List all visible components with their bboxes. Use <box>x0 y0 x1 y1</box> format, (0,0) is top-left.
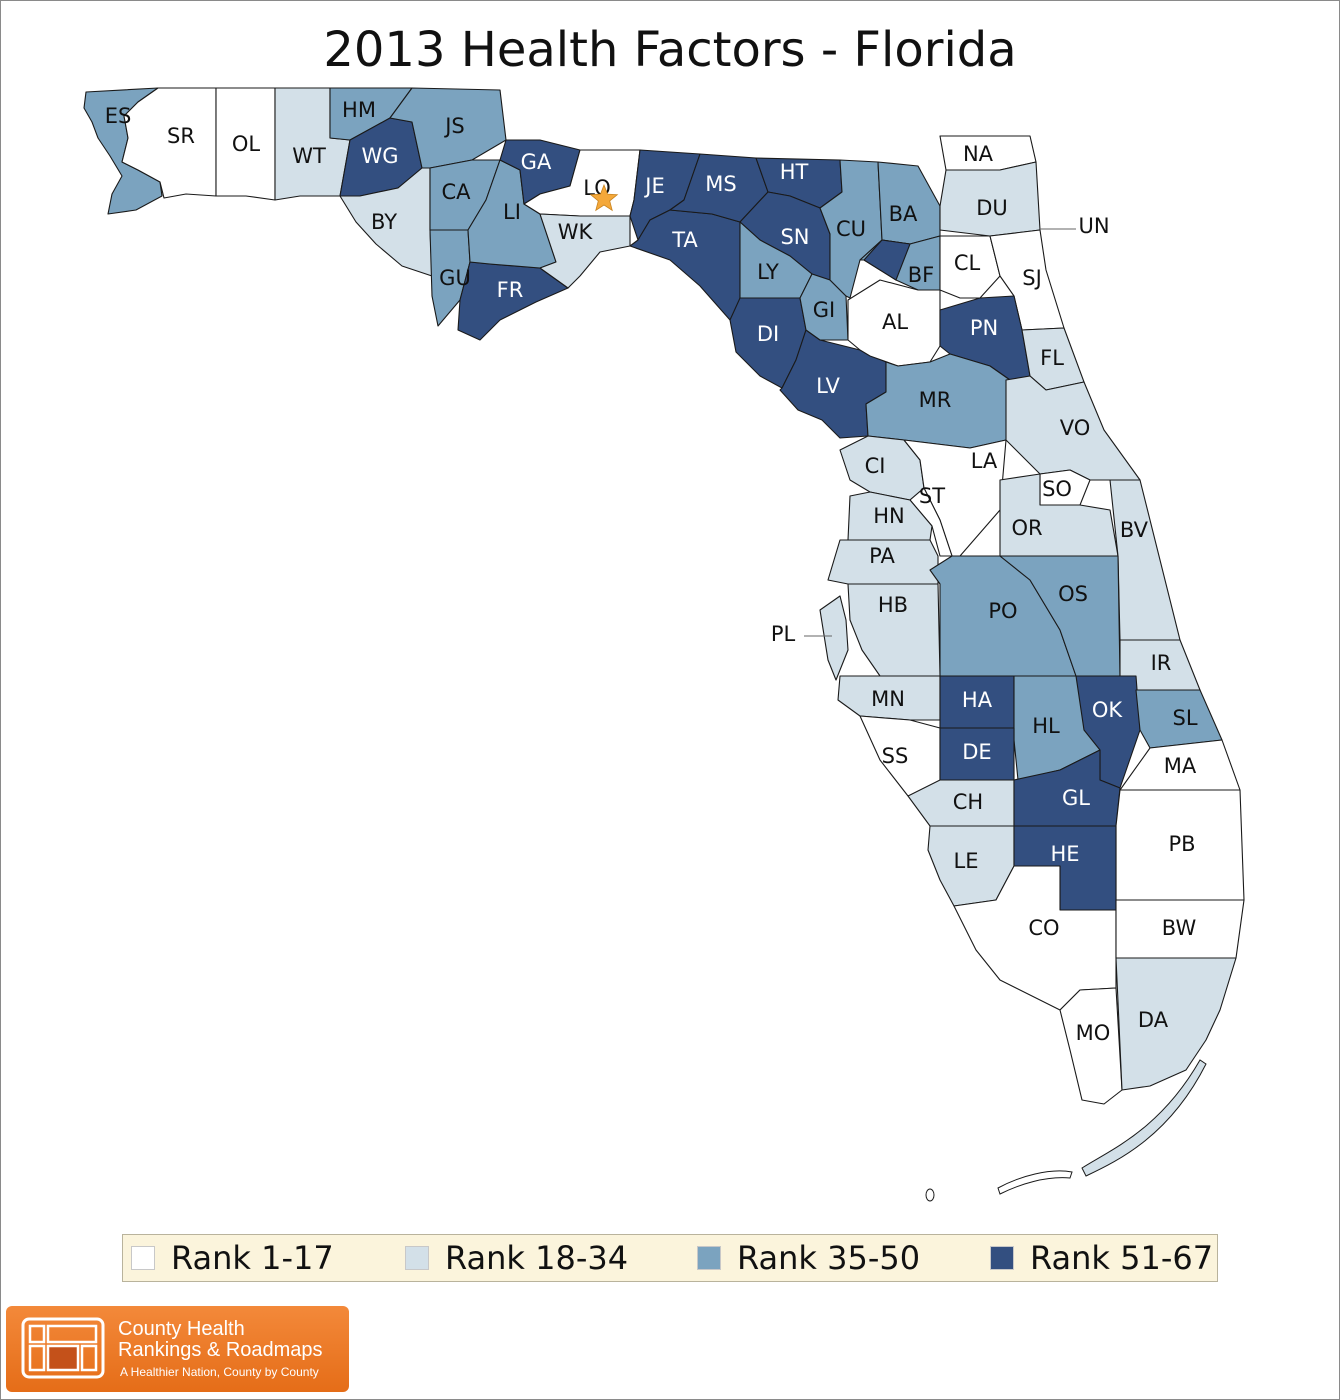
legend-item-rank-51-67: Rank 51-67 <box>990 1239 1214 1277</box>
county-health-rankings-logo[interactable]: County Health Rankings & Roadmaps A Heal… <box>6 1306 349 1392</box>
county-label-ok: OK <box>1092 698 1124 722</box>
county-label-sn: SN <box>780 225 809 249</box>
lower-keys-shape <box>997 1170 1073 1195</box>
county-label-ht: HT <box>780 160 809 184</box>
county-ta[interactable] <box>629 209 741 321</box>
logo-tagline: A Healthier Nation, County by County <box>120 1365 319 1379</box>
legend-label-rank-35-50: Rank 35-50 <box>737 1239 921 1277</box>
county-label-da: DA <box>1138 1008 1169 1032</box>
county-label-un: UN <box>1078 214 1109 238</box>
county-label-or: OR <box>1011 516 1042 540</box>
county-label-js: JS <box>443 114 465 138</box>
county-label-ga: GA <box>521 150 552 174</box>
county-label-gi: GI <box>813 298 835 322</box>
county-label-ca: CA <box>441 180 471 204</box>
county-label-gl: GL <box>1062 786 1090 810</box>
legend-swatch-rank-18-34 <box>405 1246 429 1270</box>
county-label-fl: FL <box>1040 346 1064 370</box>
county-label-wt: WT <box>292 144 326 168</box>
county-label-fr: FR <box>497 278 524 302</box>
county-pl[interactable] <box>819 595 849 681</box>
county-label-le: LE <box>954 849 979 873</box>
county-label-pl: PL <box>771 622 796 646</box>
county-label-co: CO <box>1028 916 1059 940</box>
legend-swatch-rank-35-50 <box>697 1246 721 1270</box>
county-label-li: LI <box>503 200 521 224</box>
county-label-ms: MS <box>705 172 736 196</box>
dry-tortugas-shape <box>925 1188 935 1202</box>
county-label-cu: CU <box>836 217 866 241</box>
county-label-he: HE <box>1050 842 1079 866</box>
county-label-ma: MA <box>1164 754 1197 778</box>
county-da[interactable] <box>1115 957 1237 1091</box>
county-label-hl: HL <box>1032 714 1060 738</box>
county-label-hn: HN <box>873 504 905 528</box>
county-label-ir: IR <box>1151 651 1172 675</box>
florida-keys-shape <box>1081 1059 1207 1177</box>
county-label-wk: WK <box>558 220 594 244</box>
county-wk[interactable] <box>539 213 631 289</box>
county-label-ss: SS <box>882 744 909 768</box>
county-label-di: DI <box>757 322 779 346</box>
county-label-bf: BF <box>908 263 935 287</box>
county-un[interactable] <box>863 239 911 281</box>
county-label-du: DU <box>976 196 1008 220</box>
county-label-os: OS <box>1058 582 1088 606</box>
logo-grid-icon <box>21 1317 105 1379</box>
county-label-na: NA <box>963 142 994 166</box>
county-label-sj: SJ <box>1022 266 1042 290</box>
county-gi[interactable] <box>799 273 849 341</box>
legend-label-rank-51-67: Rank 51-67 <box>1030 1239 1214 1277</box>
county-label-cl: CL <box>954 251 981 275</box>
county-label-bv: BV <box>1120 518 1149 542</box>
county-label-pa: PA <box>869 544 895 568</box>
map-title: 2013 Health Factors - Florida <box>323 22 1017 78</box>
county-label-hm: HM <box>342 98 376 122</box>
logo-title-line2: Rankings & Roadmaps <box>118 1339 323 1361</box>
county-label-sl: SL <box>1172 706 1197 730</box>
county-label-ci: CI <box>865 454 886 478</box>
legend: Rank 1-17 Rank 18-34 Rank 35-50 Rank 51-… <box>122 1234 1218 1282</box>
county-label-mn: MN <box>871 687 905 711</box>
legend-label-rank-1-17: Rank 1-17 <box>171 1239 334 1277</box>
county-label-al: AL <box>882 310 908 334</box>
county-label-ha: HA <box>962 688 993 712</box>
county-label-mo: MO <box>1076 1021 1111 1045</box>
county-label-pb: PB <box>1168 832 1195 856</box>
county-label-hb: HB <box>878 593 908 617</box>
county-label-gu: GU <box>439 266 471 290</box>
county-label-ly: LY <box>757 260 779 284</box>
county-label-ba: BA <box>889 202 918 226</box>
county-label-ch: CH <box>953 790 983 814</box>
capital-star-icon <box>589 183 619 212</box>
county-ol[interactable] <box>215 87 276 201</box>
county-label-mr: MR <box>919 388 952 412</box>
county-label-po: PO <box>988 599 1017 623</box>
county-label-st: ST <box>919 484 945 508</box>
county-label-de: DE <box>962 740 991 764</box>
county-label-by: BY <box>371 210 397 234</box>
logo-title-line1: County Health <box>118 1318 245 1340</box>
county-label-so: SO <box>1042 477 1072 501</box>
county-label-ol: OL <box>232 132 261 156</box>
county-label-je: JE <box>643 174 664 198</box>
legend-item-rank-18-34: Rank 18-34 <box>405 1239 629 1277</box>
county-label-wg: WG <box>361 144 398 168</box>
county-mo[interactable] <box>1059 987 1123 1105</box>
legend-item-rank-1-17: Rank 1-17 <box>131 1239 334 1277</box>
legend-item-rank-35-50: Rank 35-50 <box>697 1239 921 1277</box>
county-label-es: ES <box>105 104 132 128</box>
county-label-vo: VO <box>1060 416 1091 440</box>
county-label-sr: SR <box>167 124 195 148</box>
county-label-ta: TA <box>671 228 698 252</box>
county-label-lv: LV <box>816 374 840 398</box>
county-label-bw: BW <box>1162 916 1197 940</box>
county-bv[interactable] <box>1109 479 1181 641</box>
county-label-la: LA <box>971 449 998 473</box>
legend-swatch-rank-51-67 <box>990 1246 1014 1270</box>
county-label-pn: PN <box>970 316 998 340</box>
legend-swatch-rank-1-17 <box>131 1246 155 1270</box>
legend-label-rank-18-34: Rank 18-34 <box>445 1239 629 1277</box>
